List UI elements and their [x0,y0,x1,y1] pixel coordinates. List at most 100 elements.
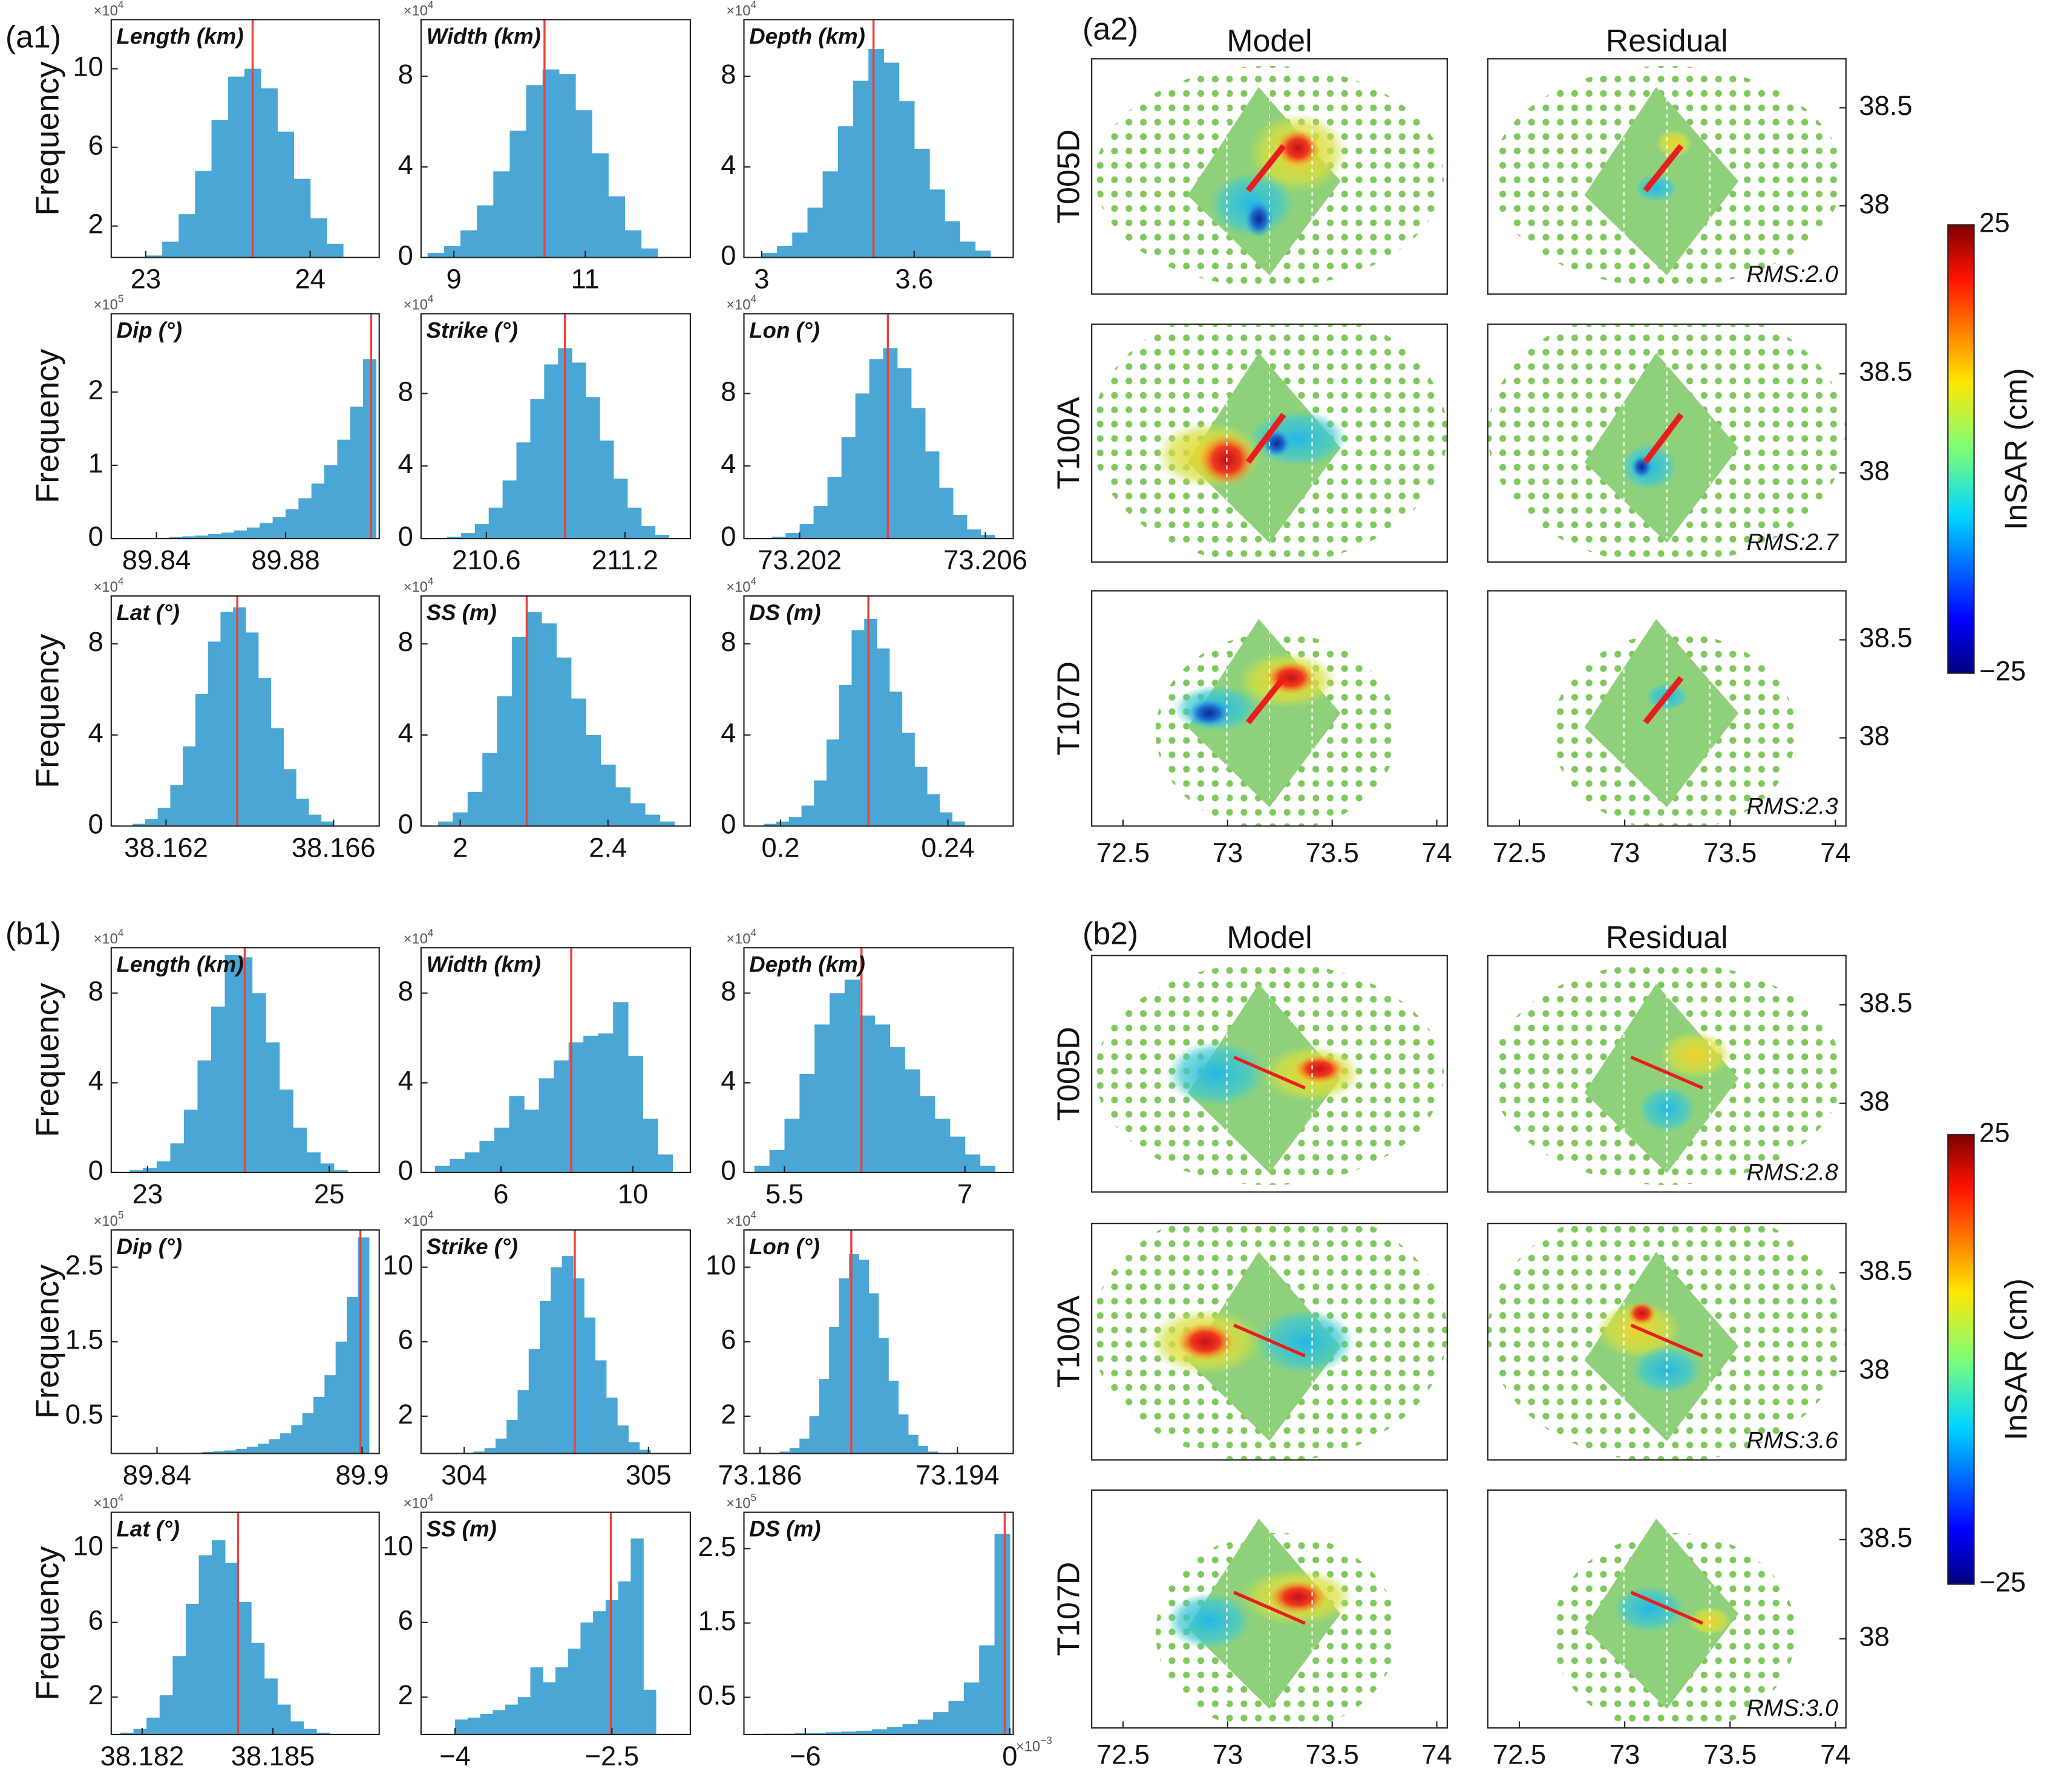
plot-title: Lat (°) [116,600,179,625]
y-tick-label: 8 [398,976,413,1007]
y-tick-label: 6 [721,1324,736,1355]
plot-title: Width (km) [427,952,541,976]
bar [864,618,877,826]
y-tick-label: 0 [721,808,736,839]
histogram [129,947,348,1172]
multiplier-base: ×10 [1016,1739,1040,1755]
y-tick-label: 2 [88,374,103,405]
map-frame [1487,58,1847,295]
bar [938,488,954,539]
y-tick-label: 2 [88,1679,103,1710]
x-tick-label: 74 [1820,1739,1850,1770]
bar [279,1089,293,1172]
x-tick-label: −6 [790,1741,821,1771]
plot-title: Length (km) [116,952,243,976]
axis-multiplier: ×105 [94,292,124,313]
bar [212,1540,226,1735]
plot-frame [420,313,692,540]
bar [801,805,814,826]
bar [195,694,209,826]
bar [530,399,545,539]
bar [917,1719,934,1735]
deformation-lobe [1166,1041,1266,1107]
multiplier-base: ×10 [726,1213,750,1229]
multiplier-exp: −3 [1040,1734,1052,1746]
y-tick-label: 38 [1859,721,1889,751]
bar [488,508,503,539]
plot-frame [420,19,692,258]
bar [643,1119,658,1172]
map-frame [1487,955,1847,1193]
fault-trace [1233,1323,1306,1358]
map-frame [1487,590,1847,827]
x-tick-label: 3.6 [895,263,933,294]
bar [313,1396,325,1454]
fault-trace [1245,144,1286,193]
bar [600,764,616,826]
bar [183,746,196,826]
bar [333,1170,348,1172]
y-tick-label: 2 [88,209,103,240]
rms-label: RMS:3.6 [1747,1427,1839,1453]
x-tick-label: 73 [1610,837,1640,868]
plot-title: SS (m) [427,1517,497,1542]
histogram [437,596,675,826]
x-tick-label: 24 [295,263,325,294]
fault-trace [1630,1323,1704,1358]
axis-multiplier: ×105 [94,1209,124,1230]
y-tick-label: 10 [73,1530,103,1561]
bar [316,1732,330,1735]
bar [929,189,945,258]
rms-label: RMS:2.8 [1747,1159,1839,1185]
x-tick-label: 73.186 [718,1459,802,1490]
map-title: Residual [1606,920,1728,955]
plot-title: DS (m) [749,1517,820,1542]
bar [145,255,163,258]
bar [245,632,259,826]
y-tick-label: 0.5 [698,1680,736,1711]
multiplier-base: ×10 [404,579,428,595]
bar [613,479,628,539]
bar [198,1555,212,1735]
bar [512,636,528,826]
bar [889,1047,905,1172]
map-frame [1091,1223,1448,1461]
bar [170,1143,185,1172]
map-frame [1091,58,1448,295]
bar [321,821,334,826]
y-tick-label: 4 [398,718,413,748]
map-field [1552,614,1796,826]
histogram [455,1512,657,1735]
panel-label: (b1) [5,916,61,951]
fault-trace [1630,1055,1704,1090]
y-tick-label: 1.5 [698,1606,736,1637]
bar [505,1704,519,1735]
histogram [434,947,673,1172]
bar [627,1056,644,1172]
bar [586,397,600,539]
bar [303,1728,317,1735]
bar [859,1260,869,1454]
colorbar-tick-label: 25 [1979,208,2009,238]
bar [228,76,245,258]
bar [825,1732,842,1735]
bar [771,537,787,539]
y-tick-label: 0 [88,521,103,552]
bar [615,787,631,826]
multiplier-base: ×10 [726,297,750,313]
bar [285,509,299,539]
bar [474,524,490,539]
bar [551,1267,563,1454]
bar [644,814,660,826]
map-frame [1487,1223,1847,1461]
bar [641,248,658,258]
map-field [1487,1223,1846,1460]
x-tick-label: 73.206 [943,544,1027,575]
fault-trace [1245,676,1286,725]
bar [266,1042,280,1172]
multiplier-exp: 4 [751,0,757,10]
y-tick-label: 10 [706,1250,736,1281]
bar [197,1060,212,1172]
bar [363,359,377,539]
axis-multiplier: ×104 [404,292,434,313]
